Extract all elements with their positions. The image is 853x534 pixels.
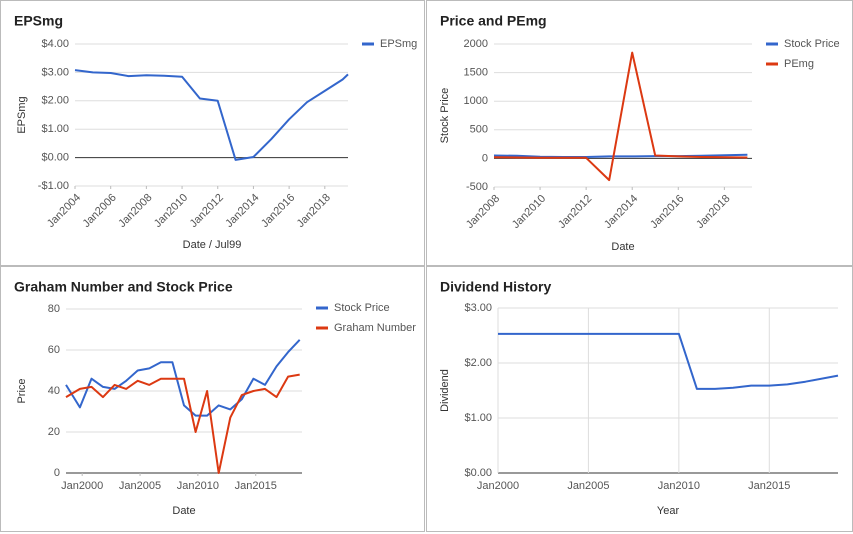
series-line bbox=[65, 373, 300, 474]
x-tick-label: Jan2005 bbox=[119, 480, 161, 492]
x-axis-title: Date bbox=[172, 505, 195, 517]
x-tick-label: Jan2010 bbox=[658, 480, 700, 492]
y-tick-label: $3.00 bbox=[41, 66, 69, 78]
y-tick-label: 1500 bbox=[464, 67, 488, 79]
y-tick-label: 40 bbox=[48, 385, 60, 397]
y-tick-label: 0 bbox=[54, 467, 60, 479]
x-tick-label: Jan2010 bbox=[177, 480, 219, 492]
series-line bbox=[65, 339, 301, 417]
x-axis-title: Date / Jul99 bbox=[183, 239, 242, 251]
y-tick-label: 500 bbox=[470, 124, 488, 136]
x-tick-label: Jan2005 bbox=[567, 480, 609, 492]
y-tick-label: 60 bbox=[48, 344, 60, 356]
chart-title: EPSmg bbox=[14, 13, 63, 29]
panel bbox=[0, 266, 425, 532]
y-tick-label: -$1.00 bbox=[38, 180, 69, 192]
series-line bbox=[498, 332, 839, 390]
chart-title: Price and PEmg bbox=[440, 13, 547, 29]
legend-label: EPSmg bbox=[380, 38, 417, 50]
x-tick-label: Jan2000 bbox=[477, 480, 519, 492]
y-tick-label: $2.00 bbox=[41, 95, 69, 107]
y-tick-label: $4.00 bbox=[41, 38, 69, 50]
panel bbox=[426, 0, 853, 266]
panel bbox=[0, 0, 425, 266]
y-axis-title: Dividend bbox=[439, 369, 451, 412]
y-axis-title: Stock Price bbox=[439, 88, 451, 144]
legend-label: Graham Number bbox=[334, 322, 416, 334]
y-tick-label: 2000 bbox=[464, 38, 488, 50]
series-line bbox=[74, 69, 349, 161]
y-tick-label: $1.00 bbox=[464, 412, 492, 424]
x-tick-label: Jan2015 bbox=[748, 480, 790, 492]
y-tick-label: $1.00 bbox=[41, 123, 69, 135]
chart-title: Graham Number and Stock Price bbox=[14, 279, 233, 295]
series-line bbox=[493, 153, 748, 158]
y-tick-label: $0.00 bbox=[464, 467, 492, 479]
y-tick-label: 80 bbox=[48, 303, 60, 315]
series-line bbox=[493, 51, 748, 182]
y-tick-label: 0 bbox=[482, 152, 488, 164]
y-tick-label: $2.00 bbox=[464, 357, 492, 369]
legend-label: PEmg bbox=[784, 58, 814, 70]
x-tick-label: Jan2015 bbox=[235, 480, 277, 492]
y-tick-label: $0.00 bbox=[41, 152, 69, 164]
y-tick-label: $3.00 bbox=[464, 302, 492, 314]
x-tick-label: Jan2000 bbox=[61, 480, 103, 492]
y-axis-title: EPSmg bbox=[16, 96, 28, 133]
chart-title: Dividend History bbox=[440, 279, 551, 295]
y-tick-label: -500 bbox=[466, 181, 488, 193]
legend-label: Stock Price bbox=[334, 302, 390, 314]
x-axis-title: Date bbox=[611, 241, 634, 253]
y-tick-label: 1000 bbox=[464, 95, 488, 107]
y-axis-title: Price bbox=[16, 378, 28, 403]
y-tick-label: 20 bbox=[48, 426, 60, 438]
legend-label: Stock Price bbox=[784, 38, 840, 50]
x-axis-title: Year bbox=[657, 505, 680, 517]
